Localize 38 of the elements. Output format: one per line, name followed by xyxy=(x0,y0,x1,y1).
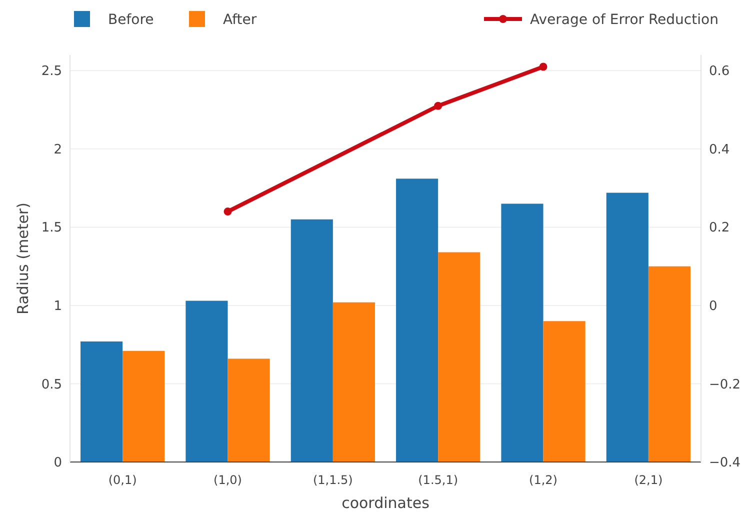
x-tick-label: (1.5,1) xyxy=(418,473,458,487)
bar xyxy=(438,252,480,462)
y2-tick-label: −0.4 xyxy=(709,456,741,471)
bar xyxy=(80,341,123,462)
y2-tick-label: 0 xyxy=(709,299,718,314)
bar xyxy=(186,300,228,462)
bar xyxy=(122,350,165,462)
bar xyxy=(290,219,333,462)
y2-tick-label: −0.2 xyxy=(709,377,741,392)
y-axis-title: Radius (meter) xyxy=(14,202,32,314)
bar xyxy=(543,321,586,462)
y-tick-label: 2.5 xyxy=(41,64,62,80)
bar xyxy=(501,204,544,462)
bar xyxy=(332,302,375,462)
point xyxy=(434,102,442,110)
bar xyxy=(648,266,690,462)
legend-label: After xyxy=(223,12,257,28)
legend-label: Before xyxy=(108,12,154,28)
y-tick-label: 1.5 xyxy=(41,220,62,236)
y2-tick-label: 0.4 xyxy=(709,142,730,158)
point xyxy=(539,62,548,71)
legend-label: Average of Error Reduction xyxy=(530,12,718,28)
x-tick-label: (1,1.5) xyxy=(312,473,353,487)
y-tick-label: 0 xyxy=(54,456,62,471)
bar xyxy=(606,192,648,462)
x-tick-label: (0,1) xyxy=(108,473,137,487)
x-tick-label: (2,1) xyxy=(634,473,663,487)
y2-tick-label: 0.2 xyxy=(709,220,730,236)
bar xyxy=(228,358,270,462)
bar xyxy=(396,178,438,462)
y2-tick-label: 0.6 xyxy=(709,64,730,80)
x-axis-title: coordinates xyxy=(342,494,430,512)
x-tick-label: (1,2) xyxy=(529,473,558,487)
x-tick-label: (1,0) xyxy=(214,473,242,487)
y-tick-label: 2 xyxy=(54,142,62,158)
point xyxy=(224,208,232,216)
y-tick-label: 1 xyxy=(54,299,62,314)
y-tick-label: 0.5 xyxy=(41,377,62,392)
